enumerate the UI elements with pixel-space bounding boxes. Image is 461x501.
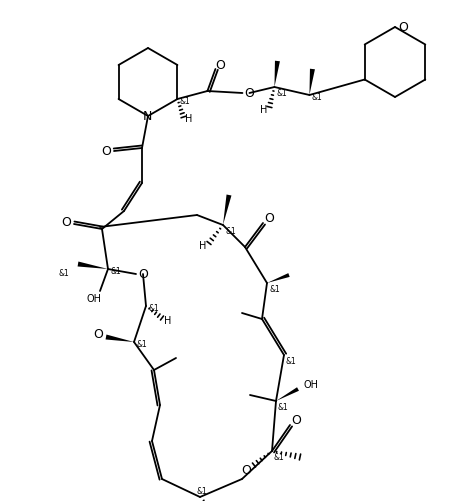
Text: &1: &1 [277,89,287,98]
Text: H: H [185,114,192,124]
Text: &1: &1 [274,453,285,462]
Text: O: O [61,215,71,228]
Text: H: H [199,241,207,251]
Text: O: O [291,413,301,426]
Text: N: N [142,110,152,123]
Polygon shape [223,194,231,225]
Text: O: O [398,21,408,34]
Text: H: H [164,316,171,326]
Text: &1: &1 [196,487,207,496]
Text: O: O [93,329,103,342]
Text: &1: &1 [58,269,69,278]
Text: OH: OH [303,380,319,390]
Text: H: H [260,105,267,115]
Text: O: O [101,144,111,157]
Text: &1: &1 [148,304,159,313]
Text: OH: OH [87,294,101,304]
Text: &1: &1 [136,340,147,349]
Text: &1: &1 [286,357,297,366]
Text: &1: &1 [278,403,289,412]
Text: &1: &1 [225,227,236,236]
Polygon shape [77,262,108,269]
Text: &1: &1 [269,285,280,294]
Text: &1: &1 [312,93,322,102]
Polygon shape [309,69,315,95]
Polygon shape [267,273,290,283]
Polygon shape [276,387,299,401]
Text: O: O [264,211,274,224]
Text: O: O [215,59,225,72]
Text: &1: &1 [110,267,121,276]
Polygon shape [106,335,134,342]
Text: O: O [244,87,254,100]
Polygon shape [274,61,280,87]
Text: O: O [241,463,251,476]
Text: &1: &1 [179,97,190,106]
Text: O: O [138,268,148,281]
